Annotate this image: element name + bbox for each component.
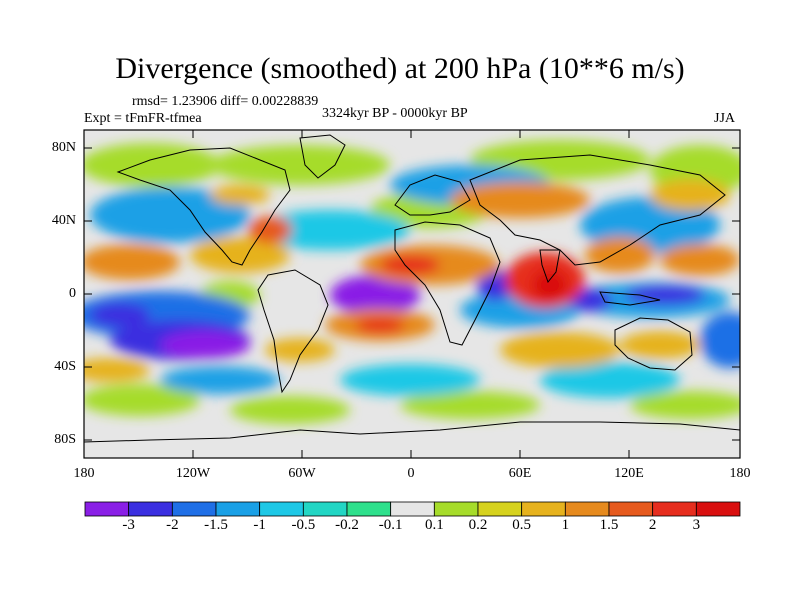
colorbar-label: -0.1	[378, 517, 403, 533]
colorbar-swatch	[259, 501, 304, 517]
colorbar-label: 1.5	[599, 517, 619, 533]
colorbar-label: -1.5	[204, 517, 228, 533]
colorbar-swatch	[302, 501, 348, 517]
colorbar-swatch	[215, 501, 261, 517]
colorbar-swatch	[171, 501, 217, 517]
experiment-label: Expt = tFmFR-tfmea	[84, 111, 202, 126]
colorbar-label: 0.1	[424, 517, 444, 533]
colorbar-label: 3	[692, 517, 701, 533]
map-title: Divergence (smoothed) at 200 hPa (10**6 …	[115, 52, 685, 85]
x-tick-label: 120W	[175, 466, 211, 481]
y-tick-label: 80S	[54, 432, 76, 447]
colorbar-label: -3	[122, 517, 135, 533]
colorbar-swatch	[608, 501, 654, 517]
colorbar-label: 2	[648, 517, 657, 533]
stats-text: rmsd= 1.23906 diff= 0.00228839	[132, 94, 319, 109]
colorbar-swatch	[521, 501, 566, 517]
colorbar-label: -0.2	[335, 517, 359, 533]
colorbar-label: -1	[253, 517, 266, 533]
x-tick-label: 60W	[288, 466, 316, 481]
colorbar-swatch	[695, 501, 741, 517]
y-tick-label: 40N	[51, 213, 76, 228]
colorbar-swatch	[652, 501, 697, 517]
y-tick-label: 0	[69, 286, 76, 301]
colorbar-swatch	[564, 501, 610, 517]
colorbar-swatch	[84, 501, 130, 517]
x-tick-label: 180	[73, 466, 95, 481]
season-label: JJA	[714, 111, 736, 126]
y-tick-label: 80N	[51, 140, 76, 155]
coastlines	[84, 134, 740, 443]
x-tick-label: 0	[407, 466, 415, 481]
y-tick-label: 40S	[54, 359, 76, 374]
x-tick-label: 180	[729, 466, 751, 481]
colorbar-label: 0.2	[468, 517, 488, 533]
colorbar-label: -0.5	[291, 517, 316, 533]
x-tick-label: 60E	[508, 466, 532, 481]
colorbar-swatch	[477, 501, 523, 517]
colorbar-swatch	[390, 501, 435, 517]
colorbar-label: 0.5	[512, 517, 532, 533]
colorbar-swatch	[128, 501, 173, 517]
colorbar-label: 1	[561, 517, 570, 533]
x-tick-label: 120E	[614, 466, 644, 481]
colorbar	[84, 501, 741, 517]
colorbar-label: -2	[166, 517, 179, 533]
colorbar-swatch	[433, 501, 479, 517]
colorbar-swatch	[346, 501, 392, 517]
divergence-field	[84, 130, 740, 458]
period-label: 3324kyr BP - 0000kyr BP	[322, 106, 468, 121]
